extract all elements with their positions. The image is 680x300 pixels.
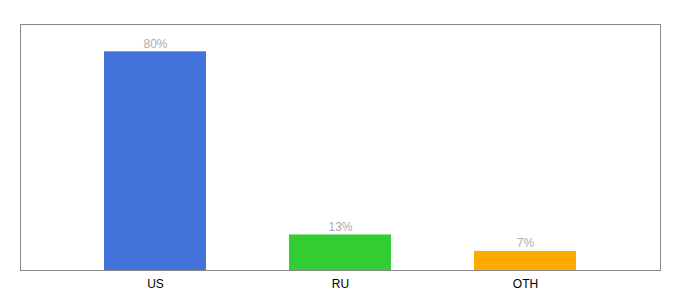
svg-text:7%: 7% (517, 236, 535, 250)
svg-text:13%: 13% (328, 220, 352, 234)
svg-text:US: US (147, 277, 164, 291)
svg-text:80%: 80% (143, 37, 167, 51)
svg-text:RU: RU (332, 277, 349, 291)
svg-text:OTH: OTH (513, 277, 538, 291)
